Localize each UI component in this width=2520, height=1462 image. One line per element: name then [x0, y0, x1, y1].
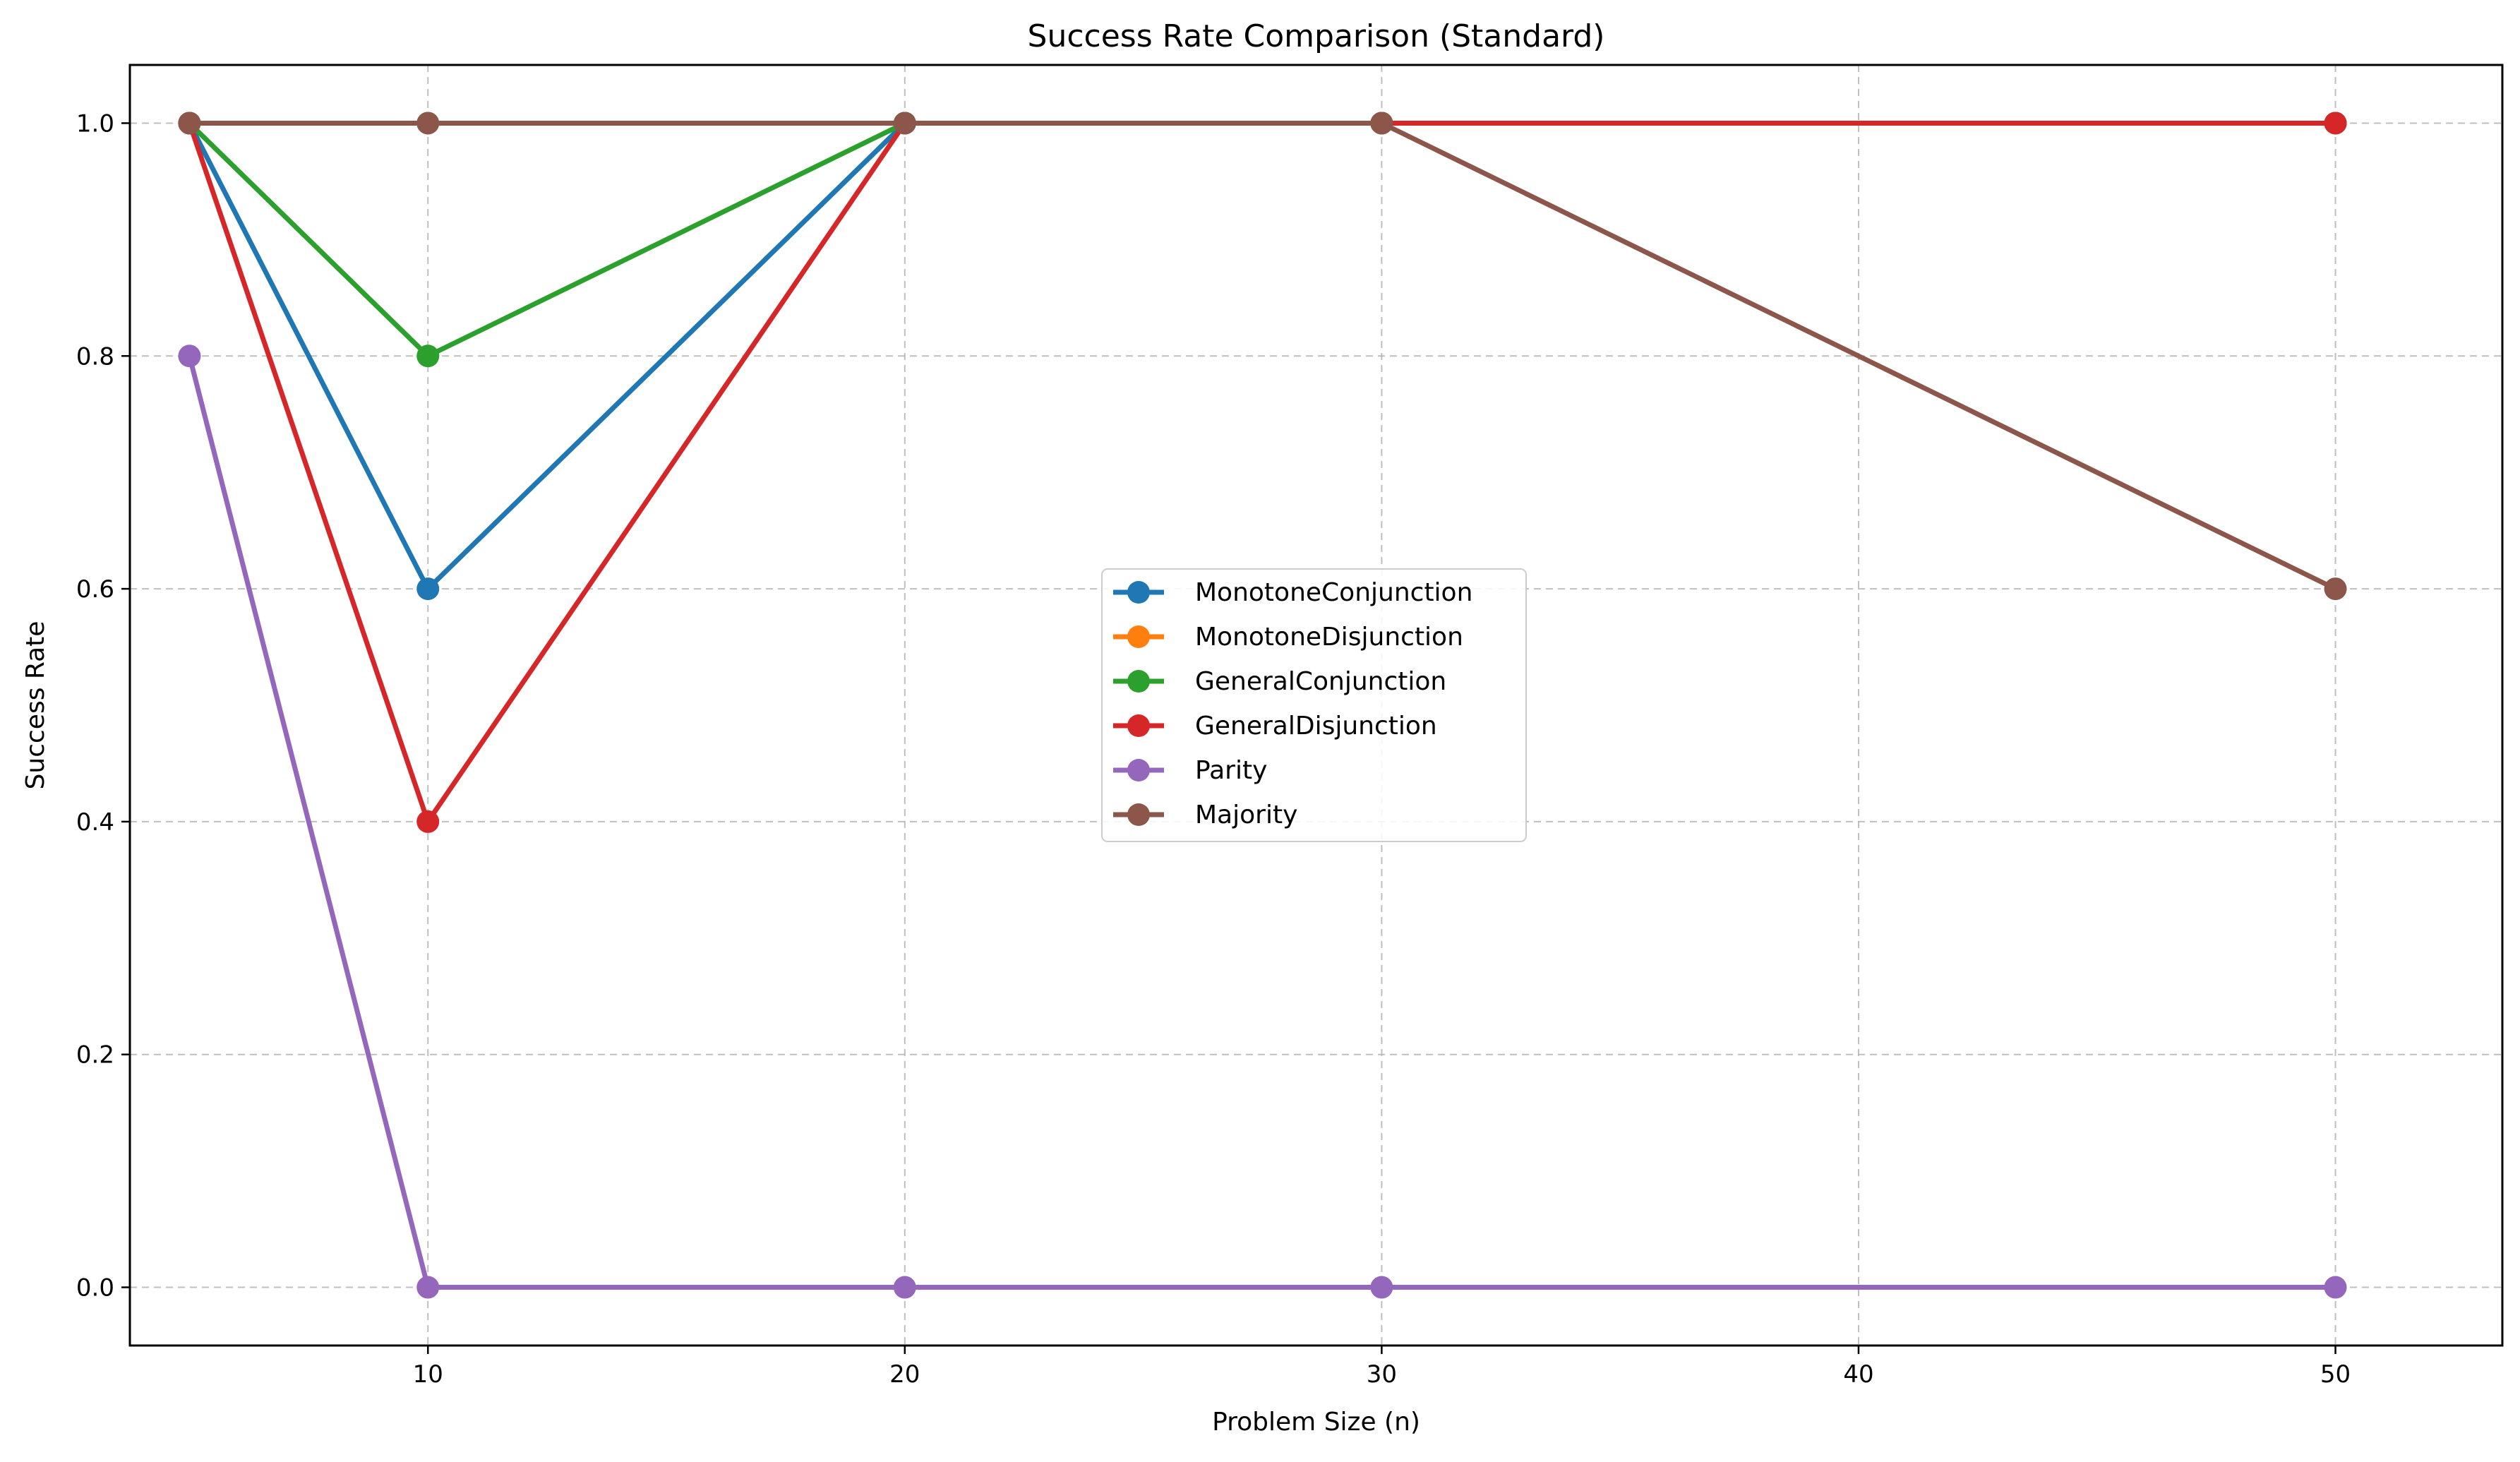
y-tick-label: 0.8: [76, 342, 114, 371]
x-tick-label: 10: [413, 1360, 443, 1389]
legend-item: MonotoneDisjunction: [1113, 623, 1463, 652]
x-tick-label: 40: [1843, 1360, 1873, 1389]
legend-marker: [1127, 803, 1150, 826]
data-point: [416, 1276, 440, 1299]
y-tick-label: 1.0: [76, 109, 114, 138]
data-point: [2324, 1276, 2347, 1299]
data-point: [178, 344, 201, 368]
legend-item: MonotoneConjunction: [1113, 578, 1472, 607]
legend: MonotoneConjunction MonotoneDisjunction Ge…: [1101, 568, 1527, 842]
series-layer: [178, 112, 2347, 1299]
legend-item: Parity: [1113, 756, 1267, 785]
data-point: [178, 112, 201, 135]
data-point: [416, 344, 440, 368]
legend-marker: [1127, 714, 1150, 737]
chart-title: Success Rate Comparison (Standard): [1028, 18, 1605, 54]
legend-marker: [1127, 625, 1150, 648]
data-point: [416, 810, 440, 833]
data-point: [416, 577, 440, 601]
legend-label: GeneralConjunction: [1195, 667, 1446, 696]
data-point: [1370, 112, 1393, 135]
data-point: [416, 112, 440, 135]
legend-marker: [1127, 581, 1150, 604]
x-tick-label: 50: [2320, 1360, 2351, 1389]
legend-label: Parity: [1195, 756, 1267, 785]
x-axis-label: Problem Size (n): [1212, 1408, 1420, 1437]
data-point: [1370, 1276, 1393, 1299]
legend-label: MonotoneDisjunction: [1195, 623, 1463, 652]
legend-label: Majority: [1195, 801, 1297, 829]
y-tick-label: 0.6: [76, 575, 114, 604]
x-tick-label: 20: [889, 1360, 920, 1389]
data-point: [893, 112, 916, 135]
y-tick-label: 0.2: [76, 1041, 114, 1069]
legend-box: [1101, 568, 1527, 842]
series-parity: [178, 344, 2347, 1299]
x-tick-label: 30: [1367, 1360, 1397, 1389]
legend-item: GeneralConjunction: [1113, 667, 1446, 696]
data-point: [2324, 112, 2347, 135]
legend-marker: [1127, 670, 1150, 693]
legend-label: GeneralDisjunction: [1195, 712, 1437, 741]
legend-item: GeneralDisjunction: [1113, 712, 1437, 741]
tick-layer: 10 20 30 40 50 0.0 0.2 0.4 0.6 0.8 1.0: [76, 109, 2351, 1389]
y-tick-label: 0.4: [76, 808, 114, 837]
y-tick-label: 0.0: [76, 1274, 114, 1302]
legend-marker: [1127, 759, 1150, 781]
axes-frame: [128, 64, 2504, 1347]
data-point: [893, 1276, 916, 1299]
y-axis-label: Success Rate: [21, 621, 50, 790]
data-point: [2324, 577, 2347, 601]
legend-label: MonotoneConjunction: [1195, 578, 1472, 607]
series-majority: [178, 112, 2347, 601]
legend-item: Majority: [1113, 801, 1297, 829]
